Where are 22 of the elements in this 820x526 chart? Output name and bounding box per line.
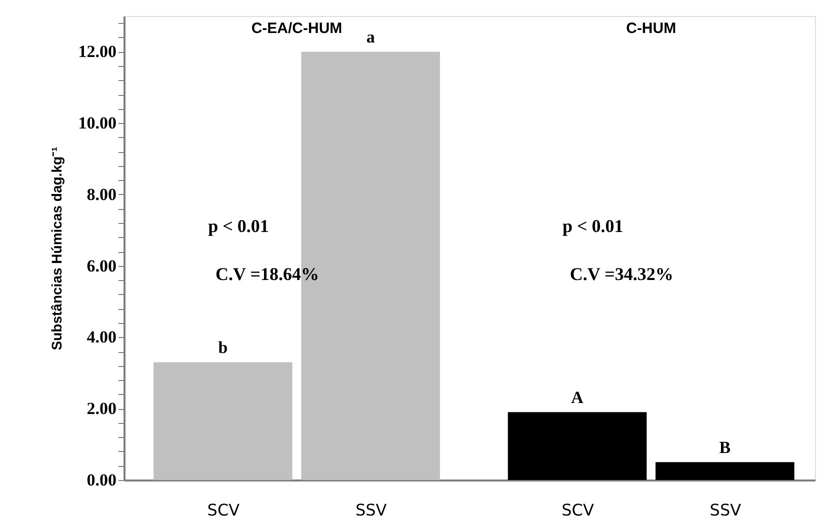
annotation: C.V =18.64%	[216, 264, 319, 284]
data-label: B	[719, 438, 731, 458]
x-tick-label: SCV	[207, 500, 240, 520]
y-tick-label: 4.00	[86, 328, 116, 347]
annotation: p < 0.01	[208, 216, 269, 236]
annotation: C-HUM	[626, 20, 676, 37]
y-tick-label: 6.00	[86, 256, 116, 276]
x-tick-label: SCV	[562, 500, 594, 520]
x-tick-label: SSV	[355, 500, 387, 520]
data-label: a	[366, 28, 376, 47]
annotation: C-EA/C-HUM	[251, 20, 342, 37]
y-axis-title: Substâncias Húmicas dag.kg⁻¹	[48, 146, 64, 350]
y-tick-label: 2.00	[86, 399, 116, 418]
y-tick-label: 10.00	[78, 114, 116, 133]
data-label: A	[571, 388, 584, 408]
data-label: b	[218, 338, 228, 358]
y-tick-label: 0.00	[86, 470, 116, 490]
annotation: p < 0.01	[562, 216, 624, 236]
y-tick-label: 12.00	[78, 42, 116, 62]
y-tick-label: 8.00	[86, 184, 116, 204]
x-tick-label: SSV	[710, 500, 742, 520]
annotation: C.V =34.32%	[570, 264, 674, 284]
